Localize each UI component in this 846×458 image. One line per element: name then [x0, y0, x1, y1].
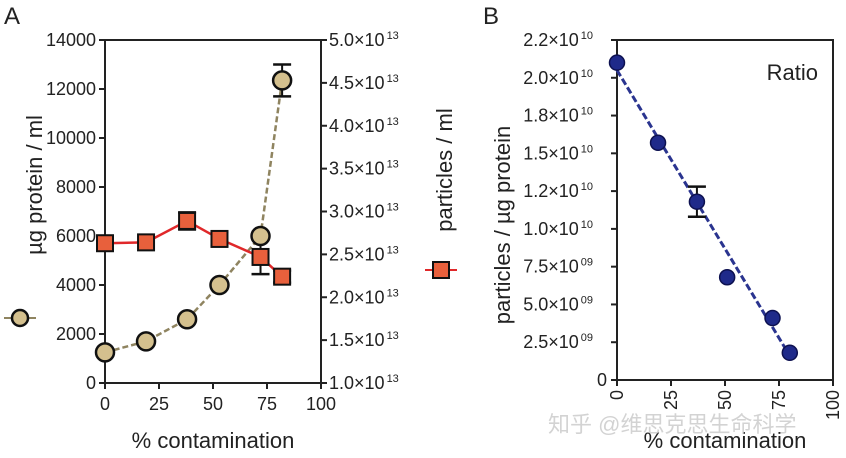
- y-tick-label-b: 5.0×10 09: [523, 294, 593, 314]
- y-tick-label-b: 1.0×10 10: [523, 219, 593, 239]
- x-tick-label-a: 50: [203, 394, 223, 414]
- y-tick-label-left: 10000: [46, 128, 96, 148]
- panel-label-a: A: [4, 3, 20, 30]
- y-tick-label-right: 3.5×10 13: [329, 159, 399, 179]
- data-point-particles: [178, 211, 197, 230]
- data-point-particles: [96, 234, 114, 253]
- legend-marker-particles: [432, 261, 450, 279]
- data-point-particles: [137, 233, 156, 252]
- x-tick-label-b: 50: [715, 390, 735, 410]
- data-point-ratio: [781, 344, 799, 362]
- x-tick-label-b: 25: [661, 390, 681, 410]
- y-tick-label-right: 2.0×10 13: [329, 287, 399, 307]
- y-tick-label-b: 2.2×10 10: [523, 30, 593, 50]
- x-tick-label-b: 0: [607, 390, 627, 400]
- y-tick-label-b: 0: [597, 370, 607, 390]
- y-tick-label-left: 8000: [56, 177, 96, 197]
- y-tick-label-b: 1.5×10 10: [523, 143, 593, 163]
- y-tick-label-b: 7.5×10 09: [523, 257, 593, 277]
- data-point-protein: [94, 342, 116, 363]
- y-tick-label-left: 4000: [56, 275, 96, 295]
- y-axis-title-right: particles / ml: [432, 108, 457, 231]
- y-tick-label-b: 2.0×10 10: [523, 68, 593, 88]
- x-tick-label-a: 0: [100, 394, 110, 414]
- y-tick-label-left: 6000: [56, 226, 96, 246]
- watermark-text: 知乎 @维思克思生命科学: [548, 412, 796, 437]
- x-tick-label-a: 75: [257, 394, 277, 414]
- data-point-protein: [176, 309, 198, 330]
- y-tick-label-right: 4.5×10 13: [329, 73, 399, 93]
- data-point-protein: [135, 331, 157, 352]
- y-tick-label-right: 3.0×10 13: [329, 202, 399, 222]
- x-tick-label-a: 25: [149, 394, 169, 414]
- y-tick-label-right: 4.0×10 13: [329, 116, 399, 136]
- y-tick-label-left: 2000: [56, 324, 96, 344]
- plot-frame-b: [616, 39, 834, 381]
- x-axis-title-a: % contamination: [132, 428, 295, 453]
- plot-frame-a: [104, 39, 322, 384]
- fit-line-ratio: [615, 69, 792, 357]
- data-point-ratio: [764, 309, 781, 327]
- y-tick-label-b: 2.5×10 09: [523, 332, 593, 352]
- legend-marker-protein: [10, 308, 30, 328]
- y-axis-title-left: µg protein / ml: [22, 115, 47, 255]
- x-tick-label-b: 75: [769, 390, 789, 410]
- data-point-protein: [209, 274, 230, 296]
- y-tick-label-left: 14000: [46, 30, 96, 50]
- data-point-ratio: [608, 54, 626, 71]
- data-point-protein: [250, 225, 271, 247]
- y-tick-label-right: 1.5×10 13: [329, 330, 399, 350]
- x-tick-label-a: 100: [306, 394, 336, 414]
- panel-label-b: B: [483, 3, 499, 30]
- y-tick-label-b: 1.2×10 10: [523, 181, 593, 201]
- y-tick-label-b: 1.8×10 10: [523, 106, 593, 126]
- data-point-ratio: [649, 134, 667, 152]
- y-tick-label-right: 2.5×10 13: [329, 244, 399, 264]
- y-tick-label-left: 12000: [46, 79, 96, 99]
- data-point-particles: [251, 247, 270, 266]
- y-tick-label-right: 1.0×10 13: [329, 373, 399, 393]
- x-axis-title-b: % contamination: [644, 428, 807, 453]
- data-point-protein: [271, 70, 293, 91]
- y-tick-label-left: 0: [86, 373, 96, 393]
- y-tick-label-right: 5.0×10 13: [329, 30, 399, 50]
- data-point-particles: [210, 229, 229, 248]
- data-point-ratio: [688, 193, 706, 210]
- chart-title-ratio: Ratio: [767, 60, 818, 85]
- series-line-protein: [104, 80, 284, 354]
- x-tick-label-b: 100: [823, 390, 843, 420]
- data-point-particles: [273, 267, 292, 286]
- y-axis-title-b: particles / µg protein: [490, 126, 515, 325]
- data-point-ratio: [718, 268, 736, 286]
